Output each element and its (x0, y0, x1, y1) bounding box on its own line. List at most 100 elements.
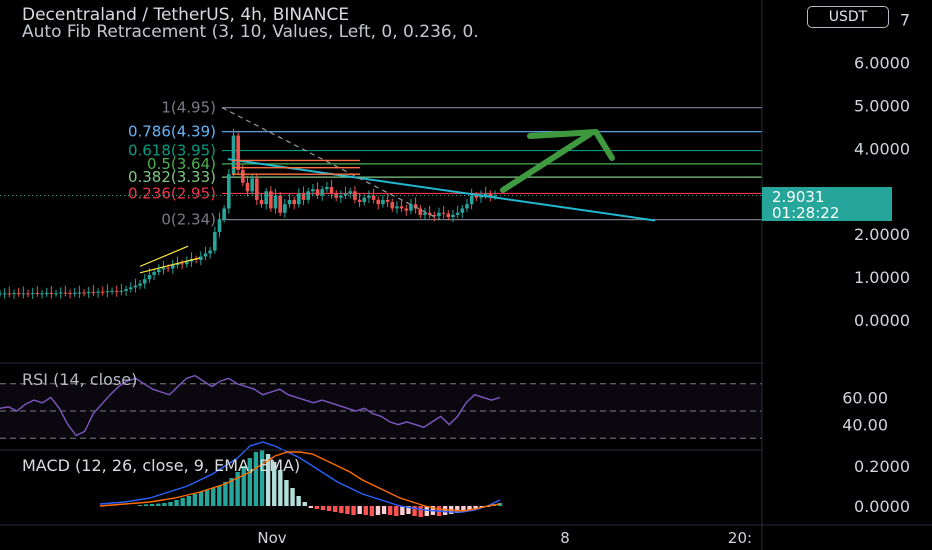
macd-histogram-bar (168, 502, 173, 506)
candle-body (86, 292, 91, 294)
candle-body (58, 292, 63, 294)
time-tick-label: 8 (560, 529, 570, 547)
macd-histogram-bar (162, 503, 167, 506)
macd-histogram-bar (369, 506, 375, 516)
candle-body (283, 204, 287, 213)
candle-body (68, 292, 72, 294)
time-tick-label: Nov (257, 529, 286, 547)
macd-histogram-bar (424, 506, 429, 516)
macd-histogram-bar (241, 466, 246, 506)
macd-histogram-bar (278, 470, 283, 506)
candle-body (418, 208, 423, 215)
candle-body (311, 189, 315, 192)
candle-body (278, 195, 282, 213)
candle-body (217, 219, 222, 233)
macd-histogram-bar (394, 506, 399, 516)
candle-body (110, 290, 114, 292)
candle-body (432, 214, 437, 217)
candle-body (100, 291, 105, 293)
price-tick-label: 1.0000 (854, 268, 910, 287)
bar-countdown: 01:28:22 (772, 204, 840, 222)
rsi-indicator-label[interactable]: RSI (14, close) (22, 370, 138, 389)
candle-body (371, 195, 376, 200)
macd-histogram-bar (156, 503, 161, 506)
candle-body (180, 263, 184, 265)
candle-body (255, 178, 259, 200)
currency-badge[interactable]: USDT (807, 6, 889, 28)
price-tick-label: 7 (900, 11, 910, 30)
candle-body (152, 271, 156, 275)
candle-body (292, 199, 296, 205)
candle-body (7, 293, 12, 295)
fib-indicator-label[interactable]: Auto Fib Retracement (3, 10, Values, Lef… (22, 22, 479, 42)
macd-histogram-bar (265, 454, 271, 506)
candle-body (222, 208, 226, 220)
macd-histogram-bar (442, 506, 448, 515)
macd-histogram-bar (406, 506, 411, 514)
candle-body (269, 191, 273, 209)
fib-label-0.236: 0.236(2.95) (128, 184, 216, 202)
candle-body (199, 256, 203, 260)
candle-body (325, 187, 329, 190)
candle-body (166, 267, 170, 269)
candle-body (77, 292, 82, 294)
macd-histogram-bar (296, 496, 301, 506)
macd-histogram-bar (363, 506, 368, 515)
candle-body (203, 253, 208, 257)
macd-indicator-label[interactable]: MACD (12, 26, close, 9, EMA, EMA) (22, 456, 301, 475)
candle-body (273, 195, 278, 209)
macd-histogram-bar (418, 506, 423, 517)
arrow-shaft (500, 131, 593, 193)
rsi-panel (0, 374, 762, 439)
candle-body (184, 261, 189, 265)
macd-histogram-bar (387, 506, 393, 515)
candle-body (446, 213, 451, 218)
candle-body (320, 189, 325, 196)
macd-histogram-bar (412, 506, 417, 516)
macd-tick-label: 0.0000 (854, 497, 910, 516)
candle-body (404, 208, 409, 211)
candle-body (348, 191, 353, 194)
fib-label-1: 1(4.95) (161, 99, 216, 117)
last-price-tag: 2.9031 01:28:22 (762, 187, 892, 221)
macd-histogram-bar (211, 488, 216, 506)
macd-histogram-bar (314, 506, 320, 509)
macd-histogram-bar (259, 450, 265, 506)
candle-body (315, 189, 320, 196)
arrow-head (527, 129, 615, 161)
macd-histogram-bar (345, 506, 350, 514)
macd-histogram-bar (473, 506, 478, 509)
macd-panel (99, 441, 503, 517)
macd-histogram-bar (375, 506, 381, 515)
candle-body (21, 293, 26, 295)
macd-histogram-bar (272, 462, 277, 506)
chart-title: Decentraland / TetherUS, 4h, BINANCE (22, 5, 350, 25)
candle-body (287, 199, 292, 205)
rsi-tick-label: 40.00 (842, 416, 888, 435)
candle-body (170, 265, 175, 269)
macd-histogram-bar (229, 478, 234, 506)
signal-line (99, 451, 501, 512)
macd-histogram-bar (308, 506, 314, 508)
candle-body (381, 199, 385, 205)
fib-diagonal (221, 107, 441, 221)
macd-histogram-bar (400, 506, 405, 515)
candle-body (483, 193, 488, 196)
macd-histogram-bar (333, 506, 338, 512)
macd-histogram-bar (223, 482, 228, 506)
candle-body (301, 193, 306, 200)
rsi-tick-label: 60.00 (842, 388, 888, 407)
candle-body (142, 279, 147, 284)
candle-body (105, 291, 110, 293)
candle-body (194, 259, 198, 261)
candle-body (455, 212, 460, 215)
price-tick-label: 5.0000 (854, 97, 910, 116)
macd-histogram-bar (381, 506, 387, 514)
candle-body (437, 212, 441, 217)
candle-body (423, 212, 427, 215)
candle-body (395, 206, 399, 209)
macd-histogram-bar (143, 504, 149, 506)
candle-body (35, 292, 40, 294)
